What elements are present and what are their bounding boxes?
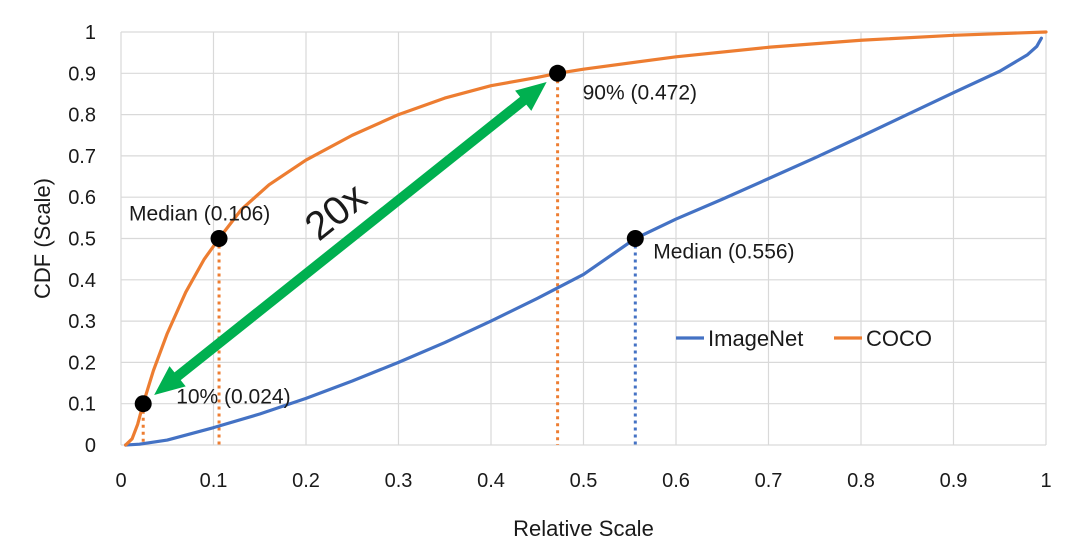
marker-label: Median (0.556) [653, 241, 794, 264]
x-tick-label: 0.9 [940, 470, 968, 492]
y-tick-label: 0 [85, 435, 96, 457]
grid [120, 31, 1047, 446]
x-tick-label: 0.4 [477, 470, 505, 492]
x-tick-label: 0.7 [755, 470, 783, 492]
legend-label: ImageNet [708, 326, 803, 351]
series-lines [124, 30, 1048, 447]
marker-label: Median (0.106) [129, 203, 270, 226]
x-tick-label: 0.5 [570, 470, 598, 492]
x-tick-label: 1 [1040, 470, 1051, 492]
y-tick-label: 0.2 [68, 352, 96, 374]
y-tick-label: 0.6 [68, 187, 96, 209]
x-tick-label: 0 [115, 470, 126, 492]
marker-label: 90% (0.472) [583, 81, 697, 104]
marker-label: 10% (0.024) [176, 386, 290, 409]
marker-point [134, 395, 152, 413]
markers: 10% (0.024) Median (0.106) 90% (0.472) Medi… [129, 64, 795, 413]
y-tick-label: 0.8 [68, 105, 96, 127]
axes: 0 0.1 0.2 0.3 0.4 0.5 0.6 0.7 0.8 0.9 1 0 0.1 0.2 0.3 0… [30, 22, 1052, 541]
x-tick-label: 0.2 [292, 470, 320, 492]
y-axis-title: CDF (Scale) [30, 178, 55, 299]
y-tick-label: 0.3 [68, 311, 96, 333]
x-tick-label: 0.1 [200, 470, 228, 492]
x-tick-label: 0.8 [847, 470, 875, 492]
x-tick-label: 0.6 [662, 470, 690, 492]
series-line-imagenet [124, 36, 1043, 447]
y-tick-label: 0.9 [68, 63, 96, 85]
series-line-coco [124, 30, 1048, 447]
y-tick-label: 0.1 [68, 394, 96, 416]
drop-lines [141, 73, 637, 445]
x-axis-title: Relative Scale [513, 516, 654, 541]
y-tick-label: 0.4 [68, 270, 96, 292]
marker-point [626, 230, 644, 247]
marker-point [210, 230, 228, 247]
y-tick-label: 1 [85, 22, 96, 44]
legend-label: COCO [866, 326, 932, 351]
ratio-arrow-shape [154, 82, 547, 395]
double-arrow-icon [154, 82, 547, 395]
y-tick-label: 0.7 [68, 146, 96, 168]
x-tick-label: 0.3 [385, 470, 413, 492]
y-tick-label: 0.5 [68, 229, 96, 251]
marker-point [549, 64, 567, 82]
legend: ImageNet COCO [676, 326, 932, 351]
